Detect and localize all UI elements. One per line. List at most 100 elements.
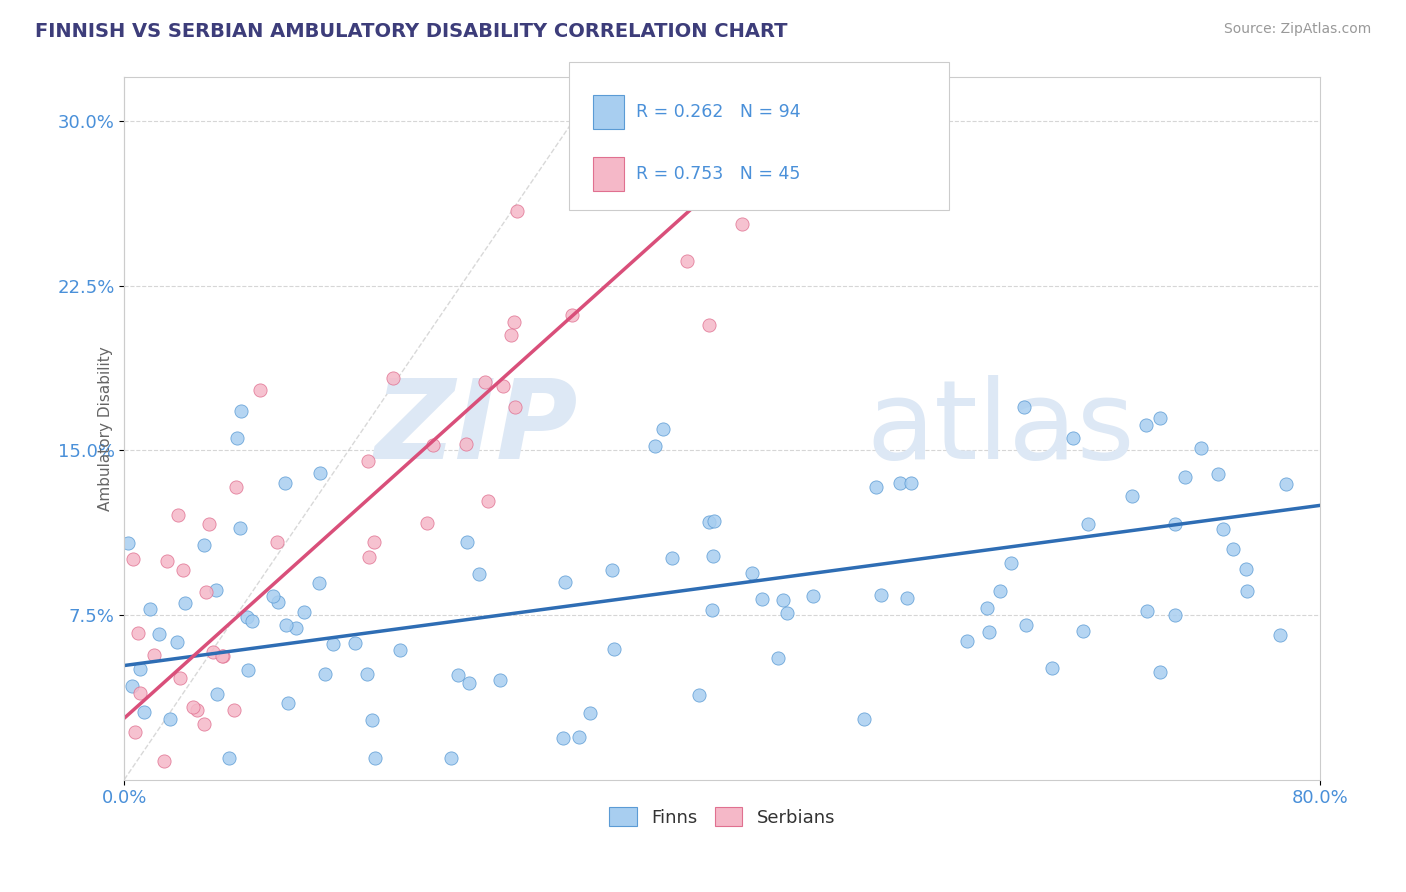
Point [503,400,526,414]
Point [1071,624,1094,638]
Point [1275,477,1298,491]
Point [1164,607,1187,622]
Point [173,597,195,611]
Point [231,403,253,417]
Point [240,614,263,628]
Point [357,454,380,468]
Point [731,217,754,231]
Point [197,517,219,532]
Point [169,671,191,685]
Point [456,534,478,549]
Point [143,648,166,662]
Point [676,253,699,268]
Point [454,437,477,451]
Point [117,536,139,550]
Point [211,649,233,664]
Point [159,713,181,727]
Point [388,643,411,657]
Point [609,95,631,109]
Point [870,588,893,602]
Point [776,607,799,621]
Text: atlas: atlas [866,375,1135,482]
Point [193,717,215,731]
Point [236,663,259,677]
Point [661,551,683,566]
Point [1222,541,1244,556]
Point [277,696,299,710]
Point [702,549,724,564]
Point [363,535,385,549]
Point [139,602,162,616]
Point [474,375,496,389]
Point [266,534,288,549]
Point [683,127,706,141]
Point [955,633,977,648]
Point [499,328,522,343]
Point [194,585,217,599]
Point [229,521,252,535]
Point [751,592,773,607]
Point [1149,665,1171,680]
Point [554,575,576,590]
Point [422,438,444,452]
Text: FINNISH VS SERBIAN AMBULATORY DISABILITY CORRELATION CHART: FINNISH VS SERBIAN AMBULATORY DISABILITY… [35,22,787,41]
Point [292,605,315,619]
Point [889,475,911,490]
Text: ZIP: ZIP [375,375,579,482]
Point [865,480,887,494]
Point [644,439,666,453]
Point [492,379,515,393]
Legend: Finns, Serbians: Finns, Serbians [602,800,842,834]
Point [896,591,918,606]
Point [153,754,176,768]
Point [568,731,591,745]
Point [155,554,177,568]
Point [1268,628,1291,642]
Point [205,583,228,598]
Point [416,516,439,530]
Point [766,650,789,665]
Point [262,589,284,603]
Point [703,514,725,528]
Point [124,725,146,739]
Point [274,617,297,632]
Point [309,467,332,481]
Point [1174,469,1197,483]
Point [181,699,204,714]
Y-axis label: Ambulatory Disability: Ambulatory Disability [98,346,112,511]
Point [488,673,510,687]
Point [977,625,1000,640]
Point [976,601,998,615]
Point [361,713,384,727]
Point [801,589,824,603]
Point [128,686,150,700]
Point [1121,489,1143,503]
Point [1040,660,1063,674]
Point [602,642,624,657]
Point [357,550,380,565]
Point [741,566,763,580]
Point [121,551,143,566]
Point [467,567,489,582]
Point [1236,583,1258,598]
Point [900,476,922,491]
Point [166,508,188,523]
Point [699,515,721,529]
Point [652,422,675,436]
Point [688,688,710,702]
Point [172,563,194,577]
Point [1149,410,1171,425]
Point [678,143,700,157]
Point [1000,556,1022,570]
Point [1234,562,1257,576]
Point [344,636,367,650]
Point [249,383,271,397]
Point [652,185,675,199]
Point [1062,431,1084,445]
Point [364,750,387,764]
Point [314,666,336,681]
Point [1136,604,1159,618]
Point [579,706,602,720]
Point [702,602,724,616]
Point [503,315,526,329]
